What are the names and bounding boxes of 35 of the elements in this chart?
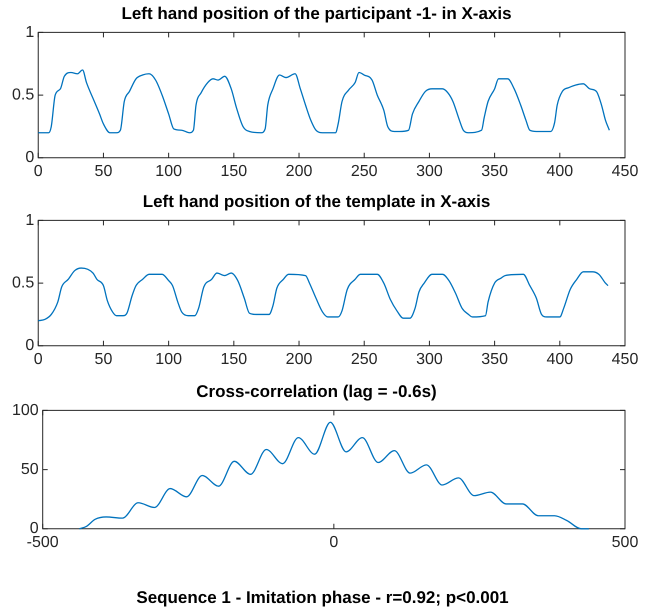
y-tick-label: 0	[25, 337, 34, 354]
x-tick-label: 250	[350, 350, 378, 368]
x-tick-label: 150	[220, 162, 248, 180]
y-tick-label: 1	[25, 212, 34, 229]
y-tick-label: 0.5	[12, 86, 34, 104]
x-tick-label: 150	[220, 350, 248, 368]
y-tick-label: 0.5	[12, 274, 34, 292]
chart-title: Left hand position of the template in X-axis	[142, 192, 490, 211]
x-tick-label: 100	[155, 162, 182, 180]
line-series	[78, 422, 590, 530]
y-tick-label: 100	[12, 402, 39, 419]
y-tick-label: 50	[20, 461, 39, 478]
x-tick-label: 100	[155, 350, 182, 368]
x-tick-label: 400	[546, 350, 574, 368]
x-tick-label: 300	[416, 350, 443, 368]
x-tick-label: 200	[286, 350, 312, 368]
text: Sequence 1 - Imitation phase - r=0.92; p<0.001	[135, 588, 510, 608]
x-tick-label: 500	[612, 534, 638, 551]
chart-title: Cross-correlation (lag = -0.6s)	[196, 382, 437, 401]
line-series	[38, 267, 609, 322]
x-tick-label: 350	[481, 350, 508, 368]
x-tick-label: 50	[94, 162, 112, 180]
chart-title: Left hand position of the participant -1- in X-axis	[121, 4, 512, 23]
x-tick-label: 450	[612, 350, 638, 368]
x-tick-label: 400	[546, 162, 574, 180]
x-tick-label: 350	[481, 162, 508, 180]
line-series	[38, 69, 610, 134]
y-tick-label: 1	[25, 24, 34, 41]
y-tick-label: 0	[25, 149, 34, 166]
x-tick-label: 200	[286, 162, 312, 180]
x-tick-label: 250	[350, 162, 378, 180]
x-tick-label: 450	[612, 162, 638, 180]
x-tick-label: 0	[329, 534, 338, 551]
x-tick-label: 50	[94, 350, 112, 368]
x-tick-label: 300	[416, 162, 443, 180]
